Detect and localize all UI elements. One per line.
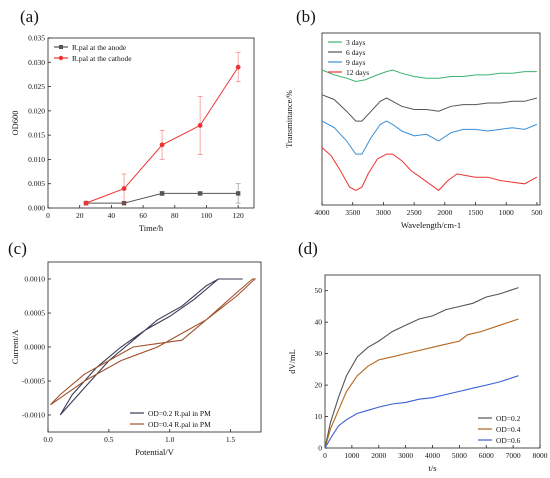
series-line	[59, 278, 243, 416]
x-tick-label: 1000	[499, 208, 514, 217]
y-tick-label: -0.0005	[22, 377, 45, 386]
y-tick-label: 0.025	[28, 82, 45, 91]
x-tick-label: 0.5	[104, 435, 114, 444]
x-tick-label: 1000	[344, 451, 359, 460]
x-tick-label: 1500	[468, 208, 483, 217]
y-tick-label: 0	[318, 444, 322, 453]
x-tick-label: 8000	[533, 451, 548, 460]
y-tick-label: -0.0010	[22, 411, 45, 420]
x-tick-label: 2000	[437, 208, 452, 217]
series-line	[321, 69, 537, 83]
y-axis-label: Transmittance/%	[284, 90, 294, 148]
x-tick-label: 1.5	[226, 435, 236, 444]
y-tick-label: 0.010	[28, 155, 45, 164]
x-tick-label: 0.0	[43, 435, 53, 444]
x-tick-label: 4000	[315, 208, 330, 217]
x-tick-label: 7000	[506, 451, 521, 460]
y-tick-label: 0.030	[28, 58, 45, 67]
panel-label: (b)	[296, 7, 316, 26]
y-tick-label: 0.035	[28, 34, 45, 43]
legend-label: OD=0.4 R.pal in PM	[148, 420, 211, 429]
legend-marker	[58, 55, 64, 61]
data-point	[235, 64, 241, 70]
x-tick-label: 80	[171, 211, 179, 220]
x-axis-label: Potential/V	[135, 447, 175, 457]
x-tick-label: 2500	[407, 208, 422, 217]
series-line	[324, 375, 519, 449]
y-tick-label: 0.000	[28, 204, 45, 213]
y-axis-label: Current/A	[10, 329, 20, 364]
x-axis-label: Wavelength/cm-1	[401, 220, 461, 230]
x-tick-label: 6000	[479, 451, 494, 460]
legend-label: OD=0.2 R.pal in PM	[148, 409, 211, 418]
data-point	[159, 191, 165, 196]
y-tick-label: 0.005	[28, 179, 45, 188]
legend-marker	[59, 45, 63, 49]
series-line	[50, 278, 257, 406]
series-line	[321, 94, 538, 122]
series-line	[321, 147, 538, 192]
panel-label: (c)	[8, 239, 27, 258]
x-tick-label: 3500	[345, 208, 360, 217]
y-tick-label: 0.0005	[24, 309, 45, 318]
panel-label: (d)	[298, 239, 318, 258]
data-point	[197, 191, 203, 196]
x-tick-label: 0	[46, 211, 50, 220]
x-axis-label: t/s	[428, 463, 436, 473]
x-tick-label: 20	[76, 211, 84, 220]
data-point	[121, 186, 127, 191]
y-tick-label: 20	[315, 381, 323, 390]
series-line	[324, 287, 519, 449]
legend-label: 9 days	[346, 58, 365, 67]
y-tick-label: 10	[315, 412, 323, 421]
x-tick-label: 500	[531, 208, 543, 217]
data-point	[197, 123, 203, 128]
y-tick-label: 0.0010	[24, 275, 45, 284]
legend-label: OD=0.6	[496, 436, 521, 445]
x-tick-label: 100	[201, 211, 213, 220]
y-tick-label: 0.015	[28, 131, 45, 140]
x-tick-label: 120	[233, 211, 245, 220]
legend-label: R.pal at the anode	[72, 43, 127, 52]
x-tick-label: 60	[139, 211, 147, 220]
x-tick-label: 0	[323, 451, 327, 460]
plot-frame	[47, 261, 262, 433]
legend-label: 12 days	[346, 68, 369, 77]
x-axis-label: Time/h	[139, 223, 164, 233]
legend-label: OD=0.4	[496, 425, 521, 434]
x-tick-label: 3000	[398, 451, 413, 460]
legend-label: 3 days	[346, 38, 365, 47]
legend-label: R.pal at the cathode	[72, 54, 132, 63]
y-tick-label: 50	[315, 286, 323, 295]
panel-label: (a)	[20, 7, 39, 26]
x-tick-label: 2000	[371, 451, 386, 460]
legend-label: OD=0.2	[496, 414, 521, 423]
data-point	[159, 142, 165, 148]
series-line	[324, 318, 519, 449]
y-tick-label: 0.020	[28, 106, 45, 115]
y-axis-label: OD600	[10, 110, 20, 135]
x-tick-label: 3000	[376, 208, 391, 217]
x-tick-label: 4000	[425, 451, 440, 460]
y-tick-label: 30	[315, 349, 323, 358]
plot-frame	[47, 37, 255, 209]
y-axis-label: dV/mL	[287, 349, 297, 374]
x-tick-label: 5000	[452, 451, 467, 460]
y-tick-label: 0.0000	[24, 343, 45, 352]
data-point	[83, 200, 89, 206]
x-tick-label: 1.0	[165, 435, 175, 444]
data-point	[235, 191, 241, 196]
plot-frame	[321, 32, 541, 206]
x-tick-label: 40	[108, 211, 116, 220]
y-tick-label: 40	[315, 318, 323, 327]
series-line	[321, 120, 538, 155]
legend-label: 6 days	[346, 48, 365, 57]
